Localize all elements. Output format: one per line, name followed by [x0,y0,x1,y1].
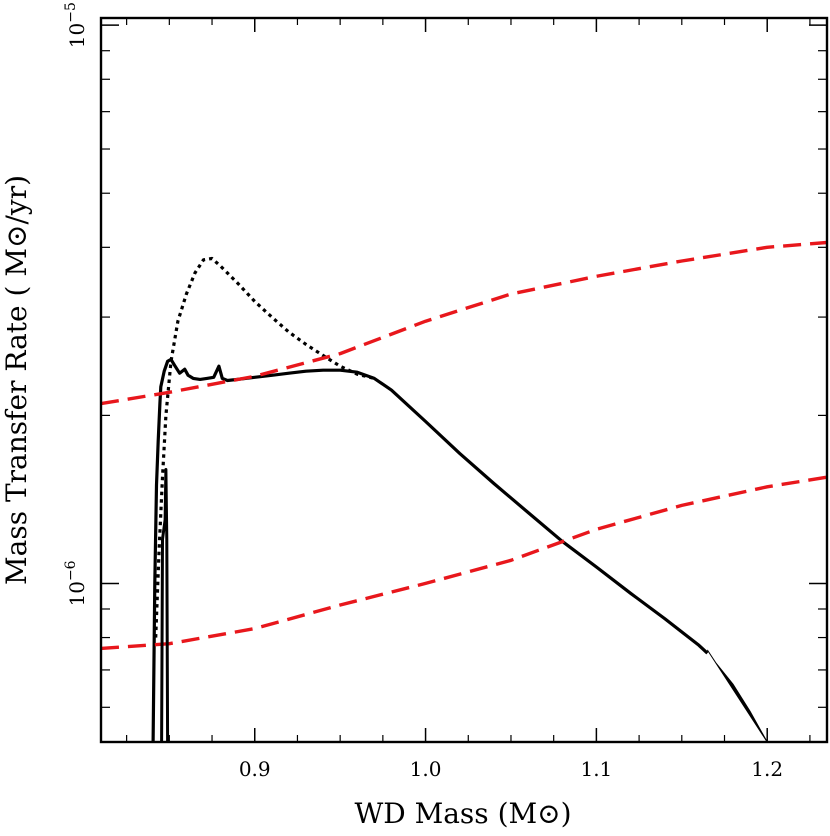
series-line-dashed-3 [101,475,827,651]
series-line-spike-4 [160,468,170,742]
x-tick-label: 1.0 [410,757,442,781]
plot-frame [99,16,829,744]
x-axis-label: WD Mass (M⊙) [354,797,571,830]
series-line-solid-0 [151,357,709,742]
series-layer [101,240,827,742]
series-filled-region [706,649,768,742]
series-group [101,240,827,742]
label-layer: 0.9 1.0 1.1 1.210−610−5 [63,2,783,781]
series-line-dotted-1 [154,256,375,638]
x-tick-label: 1.1 [580,757,612,781]
x-tick-label: 1.2 [751,757,783,781]
series-line-dashed-2 [101,240,827,406]
y-tick-label: 10−6 [63,560,89,606]
y-tick-base: 10 [65,23,89,48]
x-tick-label: 0.9 [239,757,271,781]
y-tick-exponent: −5 [63,2,79,23]
y-tick-label-text: 10−5 [63,2,89,48]
y-tick-exponent: −6 [63,560,79,581]
y-axis-label: Mass Transfer Rate ( M⊙/yr) [0,175,33,585]
y-tick-base: 10 [65,581,89,606]
y-tick-label-text: 10−6 [63,560,89,606]
y-tick-label: 10−5 [63,2,89,48]
